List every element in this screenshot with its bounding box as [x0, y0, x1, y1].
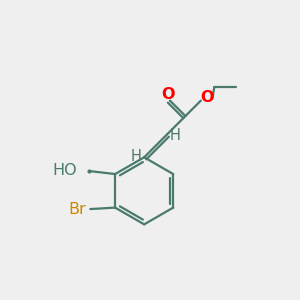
- Text: HO: HO: [52, 163, 77, 178]
- Text: H: H: [169, 128, 181, 143]
- Text: Br: Br: [68, 202, 86, 217]
- Text: O: O: [162, 87, 175, 102]
- Text: H: H: [130, 149, 141, 164]
- Text: O: O: [200, 90, 214, 105]
